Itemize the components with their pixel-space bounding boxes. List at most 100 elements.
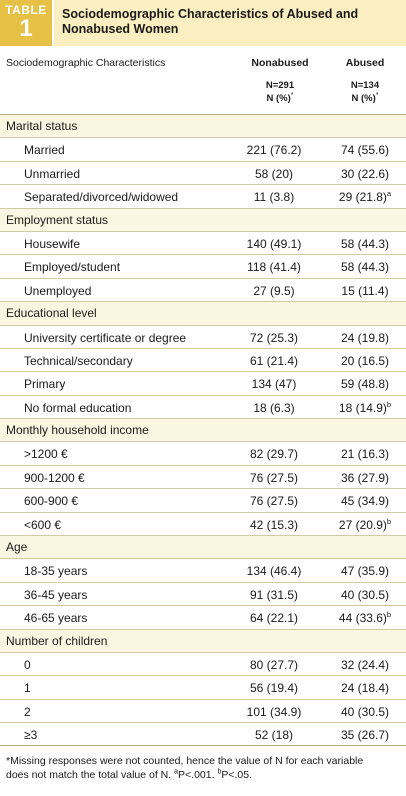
abused-value: 35 (26.7) (326, 728, 404, 742)
abused-value: 44 (33.6)b (326, 611, 404, 625)
footnote-text-b: P<.05. (221, 769, 252, 781)
significance-mark: b (386, 516, 392, 526)
footnote-line-1: *Missing responses were not counted, hen… (6, 755, 364, 767)
nonabused-value: 140 (49.1) (246, 236, 302, 251)
table-row: 18-35 years 134 (46.4) 47 (35.9) (0, 558, 406, 581)
abused-value-text: 58 (44.3) (340, 236, 390, 251)
abused-value-text: 36 (27.9) (340, 470, 390, 485)
nonabused-value: 91 (31.5) (249, 587, 299, 602)
nonabused-value: 134 (47) (251, 377, 297, 392)
category-row: Number of children (0, 628, 406, 652)
abused-value-text: 27 (20.9) (338, 517, 387, 532)
abused-value-text: 32 (24.4) (340, 657, 390, 672)
row-label: 0 (24, 657, 31, 672)
abused-value: 24 (19.8) (326, 331, 404, 345)
nonabused-value: 42 (15.3) (249, 517, 299, 532)
column-label-characteristics: Sociodemographic Characteristics (6, 57, 166, 69)
column-n-abused: N=134 N (%)* (328, 79, 402, 105)
row-label: 46-65 years (24, 611, 88, 626)
row-label: 2 (24, 704, 31, 719)
significance-mark: a (386, 189, 392, 199)
abused-value-text: 47 (35.9) (340, 564, 390, 579)
row-label: Unmarried (24, 166, 81, 181)
row-label: 18-35 years (24, 564, 88, 579)
nonabused-value: 76 (27.5) (249, 470, 299, 485)
table-body: Marital status Married 221 (76.2) 74 (55.6)… (0, 114, 406, 746)
abused-value: 58 (44.3) (326, 237, 404, 251)
nonabused-value: 61 (21.4) (249, 353, 299, 368)
row-label: 600-900 € (24, 494, 79, 509)
category-label: Age (6, 540, 28, 555)
nonabused-value: 134 (46.4) (246, 564, 302, 579)
category-row: Employment status (0, 207, 406, 231)
abused-value: 40 (30.5) (326, 705, 404, 719)
column-n-nonabused-count: N=291 (265, 80, 295, 91)
abused-value-text: 74 (55.6) (340, 143, 390, 158)
nonabused-value: 118 (41.4) (247, 260, 301, 275)
row-label: Employed/student (24, 260, 121, 275)
nonabused-value: 221 (76.2) (246, 143, 302, 158)
nonabused-value: 18 (6.3) (253, 400, 295, 415)
abused-value-text: 18 (14.9) (338, 400, 387, 415)
row-label: >1200 € (24, 447, 68, 462)
table-tag-word: TABLE (5, 3, 47, 17)
table-title: Sociodemographic Characteristics of Abus… (54, 0, 406, 46)
significance-mark: b (386, 399, 392, 409)
table-row: Housewife 140 (49.1) 58 (44.3) (0, 230, 406, 254)
abused-value: 36 (27.9) (326, 471, 404, 485)
table-row: 900-1200 € 76 (27.5) 36 (27.9) (0, 464, 406, 488)
category-row: Age (0, 535, 406, 559)
table-row: <600 € 42 (15.3) 27 (20.9)b (0, 511, 406, 535)
row-label: ≥3 (24, 728, 38, 743)
column-n-abused-unit: N (%)* (328, 92, 402, 105)
abused-value-text: 15 (11.4) (341, 283, 389, 298)
abused-value: 21 (16.3) (326, 447, 404, 461)
nonabused-value: 56 (19.4) (249, 681, 299, 696)
row-label: 1 (24, 681, 31, 696)
abused-value: 40 (30.5) (326, 588, 404, 602)
footnote-line-2-text: does not match the total value of N. (6, 769, 172, 781)
table-row: Technical/secondary 61 (21.4) 20 (16.5) (0, 347, 406, 371)
abused-value-text: 20 (16.5) (340, 353, 390, 368)
abused-value: 24 (18.4) (326, 681, 404, 695)
table-row: 0 80 (27.7) 32 (24.4) (0, 651, 406, 675)
table-row: Primary 134 (47) 59 (48.8) (0, 371, 406, 394)
abused-value: 30 (22.6) (326, 167, 404, 181)
row-label: Unemployed (24, 283, 92, 298)
column-header: Sociodemographic Characteristics Nonabus… (0, 52, 406, 114)
abused-value: 74 (55.6) (326, 143, 404, 157)
abused-value-text: 40 (30.5) (340, 704, 390, 719)
table-tag: TABLE 1 (0, 0, 52, 46)
row-label: Technical/secondary (24, 353, 133, 368)
category-label: Monthly household income (6, 423, 149, 438)
column-label-abused: Abused (345, 57, 385, 69)
column-n-abused-unit-text: N (%) (351, 93, 376, 104)
table-row: Married 221 (76.2) 74 (55.6) (0, 137, 406, 160)
column-label-nonabused: Nonabused (251, 57, 309, 69)
row-label: University certificate or degree (24, 330, 187, 345)
abused-value: 47 (35.9) (326, 564, 404, 578)
abused-value: 27 (20.9)b (326, 516, 404, 532)
table-row: 1 56 (19.4) 24 (18.4) (0, 675, 406, 698)
significance-mark: b (386, 610, 392, 620)
nonabused-value: 82 (29.7) (249, 447, 299, 462)
footnote-text-a: P<.001. (178, 769, 215, 781)
table-row: No formal education 18 (6.3) 18 (14.9)b (0, 394, 406, 418)
abused-value: 20 (16.5) (326, 354, 404, 368)
table-row: Unemployed 27 (9.5) 15 (11.4) (0, 277, 406, 301)
abused-value-text: 29 (21.8) (338, 190, 387, 205)
abused-value-text: 24 (19.8) (340, 330, 390, 345)
table-header: TABLE 1 Sociodemographic Characteristics… (0, 0, 406, 46)
column-n-abused-mark: * (375, 91, 379, 99)
nonabused-value: 64 (22.1) (249, 611, 299, 626)
footnote-mark-a: a (174, 768, 179, 776)
abused-value-text: 24 (18.4) (340, 681, 390, 696)
table-row: 36-45 years 91 (31.5) 40 (30.5) (0, 581, 406, 605)
abused-value-text: 40 (30.5) (340, 587, 390, 602)
column-n-nonabused-mark: * (290, 91, 294, 99)
column-n-nonabused-unit: N (%)* (245, 92, 315, 105)
row-label: <600 € (24, 517, 62, 532)
abused-value-text: 59 (48.8) (340, 377, 390, 392)
column-n-nonabused: N=291 N (%)* (245, 79, 315, 105)
